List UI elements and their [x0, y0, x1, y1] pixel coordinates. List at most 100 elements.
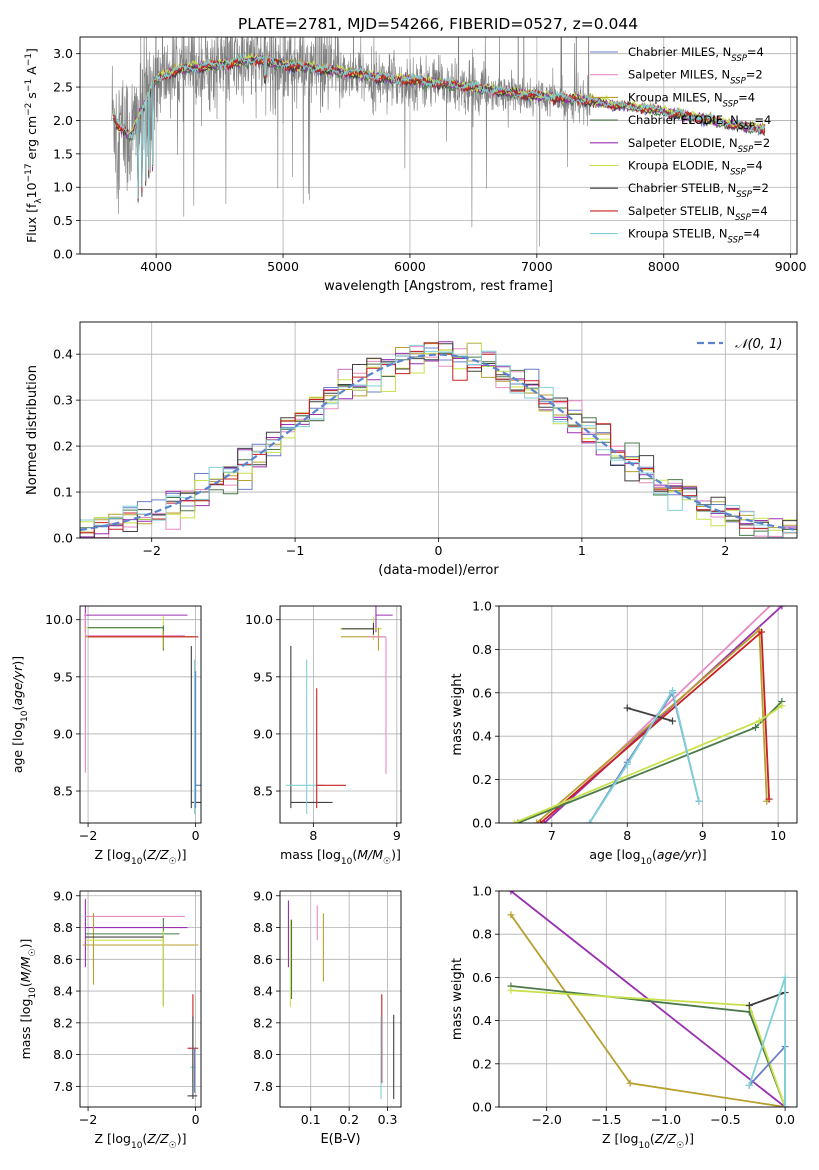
x-tick-label: 9000	[775, 259, 807, 274]
y-tick-label: 8.4	[53, 984, 73, 999]
x-tick-label: −2.0	[532, 1112, 562, 1127]
y-tick-label: 1.0	[472, 599, 492, 614]
legend-entry: Kroupa STELIB, NSSP=4	[628, 227, 760, 246]
y-tick-label: 7.8	[53, 1079, 73, 1094]
x-tick-label: 0	[435, 543, 443, 558]
grid	[80, 891, 201, 1107]
x-axis-label: wavelength [Angstrom, rest frame]	[324, 279, 553, 294]
weight-line	[510, 989, 786, 1107]
legend-entry: Kroupa ELODIE, NSSP=4	[628, 159, 763, 178]
y-tick-label: 0.2	[472, 1056, 492, 1071]
y-tick-label: 8.2	[253, 1015, 273, 1030]
x-axis-label: mass [log10(M/M☉)]	[280, 847, 401, 867]
y-tick-label: 0.5	[53, 213, 73, 228]
weight-line	[748, 977, 786, 1107]
model-line	[112, 53, 766, 199]
x-axis-label: Z [log10(Z/Z☉)]	[95, 847, 187, 867]
gaussian-curve	[80, 353, 795, 531]
y-tick-label: 8.2	[53, 1015, 73, 1030]
x-tick-label: 10	[770, 828, 786, 843]
x-axis-label: Z [log10(Z/Z☉)]	[602, 1131, 694, 1151]
plot-area	[84, 606, 201, 814]
y-tick-label: 0.2	[53, 439, 73, 454]
y-tick-label: 10.0	[245, 612, 273, 627]
x-tick-label: −0.5	[710, 1112, 740, 1127]
x-tick-label: 8	[623, 828, 631, 843]
y-tick-label: 0.2	[472, 772, 492, 787]
legend: 𝒩(0, 1)	[697, 337, 782, 352]
histogram-step	[80, 342, 797, 538]
x-tick-label: 7	[548, 828, 556, 843]
y-tick-label: 9.0	[253, 726, 273, 741]
y-tick-label: 10.0	[45, 612, 73, 627]
legend-entry: Salpeter STELIB, NSSP=4	[628, 204, 768, 223]
y-tick-label: 0.0	[472, 1100, 492, 1115]
axes-frame	[279, 890, 402, 1108]
x-tick-label: 0	[192, 1112, 200, 1127]
axes-frame	[498, 890, 798, 1108]
plot-area	[507, 891, 789, 1107]
x-tick-label: 6000	[394, 259, 426, 274]
y-tick-label: 8.6	[253, 952, 273, 967]
x-tick-label: 8000	[648, 259, 680, 274]
axes-frame	[79, 890, 202, 1108]
panel-residuals: −2 −1 0 1 2 0.0 0.1 0.2 0.3 0.4 𝒩(0, 1) (data-model…	[25, 321, 798, 578]
plot-area	[111, 37, 766, 247]
x-tick-label: 8	[309, 828, 317, 843]
weight-line	[627, 707, 673, 722]
panel-massweight-vs-age: 7 8 9 10 0.0 0.2 0.4 0.6 0.8 1.0 mass weight age [l…	[450, 599, 798, 867]
legend-entry: Salpeter MILES, NSSP=2	[628, 68, 763, 87]
axes-frame	[79, 36, 798, 255]
x-tick-label: 4000	[140, 259, 172, 274]
axes-frame	[79, 605, 202, 824]
x-tick-label: 0.2	[339, 1112, 359, 1127]
x-tick-label: 5000	[267, 259, 299, 274]
y-tick-label: 8.4	[253, 984, 273, 999]
grid	[280, 891, 401, 1107]
axes-frame	[279, 605, 402, 824]
y-tick-label: 0.0	[53, 247, 73, 262]
grid	[280, 606, 401, 823]
observed-spectrum	[111, 37, 591, 247]
legend-entry: 𝒩(0, 1)	[735, 337, 782, 352]
y-tick-label: 7.8	[253, 1079, 273, 1094]
y-tick-label: 9.0	[53, 888, 73, 903]
y-tick-label: 0.8	[472, 642, 492, 657]
y-tick-label: 9.5	[53, 669, 73, 684]
weight-line	[539, 630, 770, 823]
x-tick-label: 2	[721, 543, 729, 558]
legend-entry: Kroupa MILES, NSSP=4	[628, 90, 755, 109]
legend-entry: Chabrier STELIB, NSSP=2	[628, 181, 769, 200]
panel-age-vs-mass: 8 9 8.5 9.0 9.5 10.0 mass [log10(M/M☉)]	[245, 605, 402, 867]
y-tick-label: 0.6	[472, 970, 492, 985]
x-axis-label: Z [log10(Z/Z☉)]	[95, 1131, 187, 1151]
y-axis-label: Normed distribution	[25, 365, 40, 495]
x-tick-label: 0.0	[775, 1112, 795, 1127]
grid	[80, 606, 201, 823]
x-tick-label: −2	[79, 1112, 97, 1127]
panel-mass-vs-ebv: 0.1 0.2 0.3 7.8 8.0 8.2 8.4 8.6 8.8 9.0 E(B-V)	[253, 888, 402, 1147]
y-tick-label: 8.5	[53, 784, 73, 799]
legend-entry: Salpeter ELODIE, NSSP=2	[628, 136, 770, 155]
y-axis-label: mass weight	[450, 958, 465, 1040]
y-tick-label: 9.0	[53, 726, 73, 741]
y-tick-label: 0.4	[472, 729, 492, 744]
plot-area	[82, 898, 199, 1100]
plot-area	[510, 606, 786, 823]
y-tick-label: 0.3	[53, 393, 73, 408]
weight-line	[588, 688, 700, 823]
y-axis-label: mass weight	[450, 673, 465, 755]
x-tick-label: 9	[393, 828, 401, 843]
y-tick-label: 0.6	[472, 685, 492, 700]
legend-entry: Chabrier ELODIE, NSSP=4	[628, 113, 771, 132]
y-tick-label: 3.0	[53, 46, 73, 61]
weight-line	[510, 985, 786, 1107]
x-axis-label: E(B-V)	[320, 1132, 360, 1147]
x-tick-label: 1	[578, 543, 586, 558]
y-tick-label: 9.5	[253, 669, 273, 684]
y-tick-label: 0.4	[53, 347, 73, 362]
y-tick-label: 8.0	[253, 1047, 273, 1062]
panel-massweight-vs-Z: −2.0 −1.5 −1.0 −0.5 0.0 0.0 0.2 0.4 0.6 0.8 1.0 mas…	[450, 884, 798, 1151]
x-tick-label: −2	[79, 828, 97, 843]
y-axis-label: Flux [fλ10−17 erg cm−2 s−1 A−1]	[24, 48, 44, 243]
